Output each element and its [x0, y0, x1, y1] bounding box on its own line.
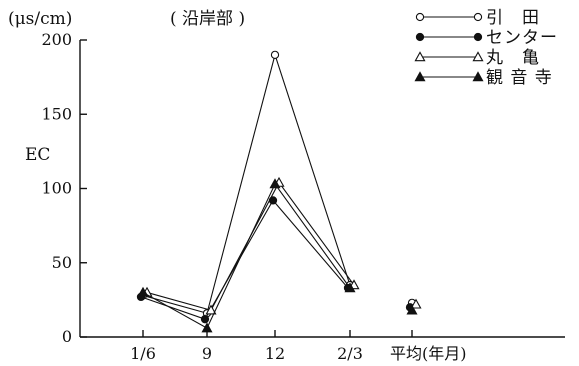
y-axis-label: EC — [25, 145, 50, 165]
y-tick-label: 150 — [41, 104, 72, 123]
legend-item: センター — [415, 28, 558, 48]
legend-label: 丸 亀 — [486, 48, 540, 68]
data-point — [269, 178, 281, 189]
y-tick-label: 100 — [41, 179, 72, 198]
legend-marker — [414, 71, 426, 82]
legend-marker — [415, 12, 425, 22]
series-2 — [136, 196, 415, 324]
legend-item: 観 音 寺 — [414, 68, 553, 88]
data-point — [200, 315, 210, 324]
chart-subtitle: ( 沿岸部 ) — [170, 9, 245, 29]
x-tick-label: 平均(年月) — [390, 344, 467, 363]
series-4 — [137, 178, 418, 333]
x-tick-label: 1/6 — [130, 344, 156, 363]
data-point — [270, 50, 280, 59]
y-tick-label: 200 — [41, 30, 72, 49]
legend-marker — [473, 32, 483, 42]
y-tick-label: 0 — [62, 327, 72, 346]
legend-label: 引 田 — [486, 8, 540, 28]
legend-label: 観 音 寺 — [486, 68, 553, 88]
data-point — [137, 286, 149, 297]
legend-item: 引 田 — [415, 8, 540, 28]
data-point — [406, 304, 418, 315]
data-point — [410, 298, 422, 309]
legend-marker — [415, 32, 425, 42]
data-point — [205, 304, 217, 315]
series-line — [142, 52, 351, 314]
x-tick-label: 9 — [202, 344, 212, 363]
series-line — [142, 182, 351, 329]
y-tick-label: 50 — [52, 253, 72, 272]
legend-marker — [414, 51, 426, 62]
plot-area: 0 50 100 150 200 1/6 9 12 2/3 平均(年月) — [41, 30, 565, 363]
data-point — [344, 282, 356, 293]
legend-item: 丸 亀 — [414, 48, 540, 68]
series-line — [140, 199, 349, 320]
data-point — [201, 322, 213, 333]
legend-label: センター — [486, 28, 558, 48]
series-3 — [141, 176, 422, 315]
x-tick-label: 12 — [265, 344, 285, 363]
unit-label: (μs/cm) — [8, 9, 72, 29]
legend-marker — [472, 71, 484, 82]
legend-marker — [472, 51, 484, 62]
legend-marker — [473, 12, 483, 22]
x-tick-label: 2/3 — [337, 344, 363, 363]
